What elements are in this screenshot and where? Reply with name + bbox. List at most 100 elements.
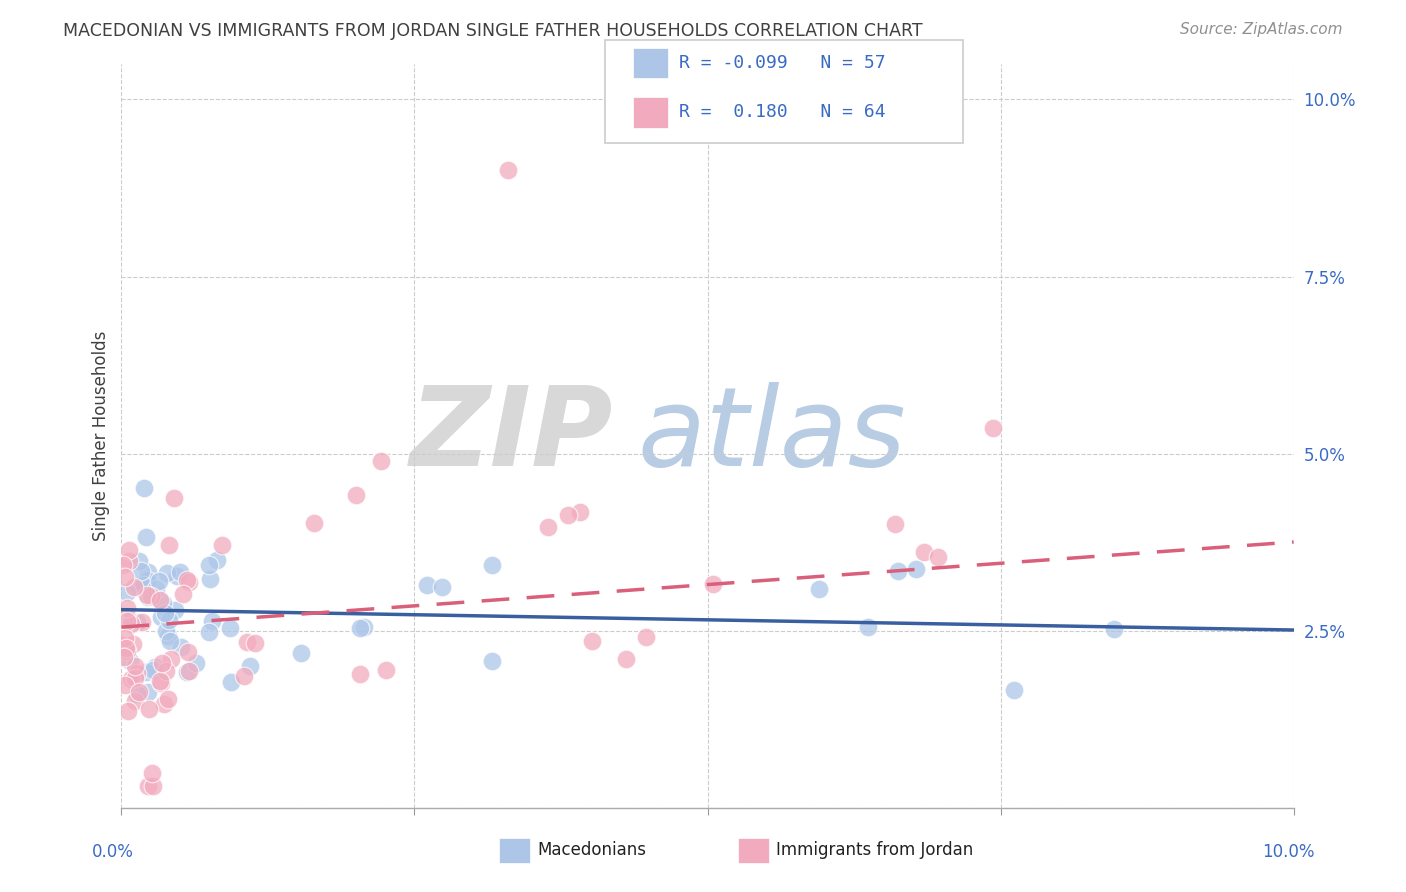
Point — [112, 558, 135, 572]
Point — [808, 582, 831, 597]
Point — [481, 654, 503, 668]
Point — [1102, 623, 1125, 637]
Point — [127, 665, 149, 680]
Point — [148, 574, 170, 588]
Point — [883, 517, 905, 532]
Point — [120, 614, 142, 628]
Text: Macedonians: Macedonians — [537, 841, 647, 859]
Point — [219, 620, 242, 634]
Point — [155, 624, 177, 639]
Point — [912, 545, 935, 559]
Point — [702, 576, 724, 591]
Point — [128, 579, 150, 593]
Point — [290, 646, 312, 660]
Point — [150, 656, 173, 670]
Point — [115, 601, 138, 615]
Point — [120, 616, 142, 631]
Text: MACEDONIAN VS IMMIGRANTS FROM JORDAN SINGLE FATHER HOUSEHOLDS CORRELATION CHART: MACEDONIAN VS IMMIGRANTS FROM JORDAN SIN… — [63, 22, 922, 40]
Point — [569, 505, 592, 519]
Point — [375, 663, 398, 677]
Point — [132, 482, 155, 496]
Point — [1002, 682, 1025, 697]
Point — [145, 660, 167, 674]
Point — [120, 672, 142, 686]
Point — [169, 640, 191, 655]
Point — [370, 454, 392, 468]
Point — [132, 578, 155, 592]
Point — [177, 664, 200, 678]
Point — [115, 644, 138, 658]
Point — [235, 635, 257, 649]
Point — [138, 701, 160, 715]
Point — [211, 538, 233, 552]
Point — [156, 629, 179, 643]
Point — [159, 634, 181, 648]
Point — [981, 421, 1004, 435]
Point — [118, 654, 141, 668]
Point — [149, 593, 172, 607]
Point — [233, 669, 256, 683]
Point — [114, 678, 136, 692]
Point — [139, 589, 162, 603]
Point — [149, 676, 172, 690]
Point — [129, 565, 152, 579]
Point — [136, 588, 159, 602]
Text: R =  0.180   N = 64: R = 0.180 N = 64 — [679, 103, 886, 121]
Point — [166, 569, 188, 583]
Point — [121, 636, 143, 650]
Point — [186, 657, 208, 671]
Point — [887, 565, 910, 579]
Point — [118, 554, 141, 568]
Point — [141, 780, 163, 794]
Point — [115, 640, 138, 655]
Point — [115, 585, 138, 599]
Point — [245, 636, 267, 650]
Point — [128, 581, 150, 595]
Point — [111, 639, 134, 653]
Point — [496, 163, 519, 178]
Point — [152, 596, 174, 610]
Point — [115, 614, 138, 628]
Point — [172, 587, 194, 601]
Y-axis label: Single Father Households: Single Father Households — [93, 331, 110, 541]
Point — [152, 697, 174, 711]
Point — [136, 591, 159, 605]
Point — [145, 582, 167, 596]
Point — [200, 572, 222, 586]
Point — [131, 615, 153, 630]
Point — [122, 580, 145, 594]
Point — [150, 610, 173, 624]
Point — [132, 580, 155, 594]
Point — [136, 780, 159, 794]
Text: Immigrants from Jordan: Immigrants from Jordan — [776, 841, 973, 859]
Text: ZIP: ZIP — [411, 383, 614, 490]
Point — [136, 685, 159, 699]
Point — [118, 543, 141, 558]
Point — [176, 665, 198, 680]
Point — [353, 620, 375, 634]
Point — [481, 558, 503, 573]
Point — [169, 565, 191, 579]
Point — [128, 685, 150, 699]
Point — [904, 562, 927, 576]
Point — [239, 659, 262, 673]
Point — [537, 520, 560, 534]
Point — [205, 553, 228, 567]
Point — [344, 488, 367, 502]
Point — [112, 649, 135, 664]
Point — [141, 765, 163, 780]
Point — [165, 603, 187, 617]
Point — [856, 619, 879, 633]
Point — [581, 633, 603, 648]
Text: atlas: atlas — [637, 383, 905, 490]
Point — [349, 621, 371, 635]
Point — [114, 570, 136, 584]
Point — [138, 565, 160, 579]
Text: R = -0.099   N = 57: R = -0.099 N = 57 — [679, 54, 886, 72]
Point — [125, 687, 148, 701]
Point — [416, 578, 439, 592]
Point — [198, 624, 221, 639]
Point — [302, 516, 325, 530]
Point — [128, 554, 150, 568]
Point — [124, 694, 146, 708]
